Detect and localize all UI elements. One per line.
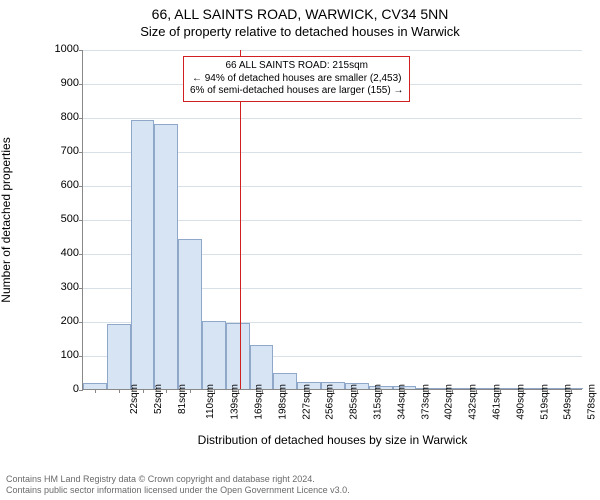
ytick-label: 300: [49, 281, 79, 293]
xtick-mark: [214, 389, 215, 393]
ytick-label: 500: [49, 213, 79, 225]
xtick-mark: [95, 389, 96, 393]
footer-attribution: Contains HM Land Registry data © Crown c…: [6, 474, 350, 496]
annotation-line: ← 94% of detached houses are smaller (2,…: [190, 73, 403, 86]
xtick-mark: [357, 389, 358, 393]
histogram-bar: [226, 323, 250, 389]
xtick-mark: [143, 389, 144, 393]
histogram-bar: [178, 239, 202, 389]
xtick-mark: [476, 389, 477, 393]
xtick-mark: [523, 389, 524, 393]
ytick-mark: [79, 118, 83, 119]
xtick-label: 578sqm: [587, 384, 598, 420]
xtick-label: 198sqm: [277, 384, 288, 420]
ytick-label: 800: [49, 111, 79, 123]
chart: Number of detached properties Distributi…: [48, 50, 582, 430]
ytick-mark: [79, 390, 83, 391]
xtick-label: 519sqm: [539, 384, 550, 420]
xtick-mark: [166, 389, 167, 393]
y-axis-label: Number of detached properties: [0, 137, 13, 302]
ytick-label: 900: [49, 77, 79, 89]
xtick-mark: [262, 389, 263, 393]
xtick-label: 227sqm: [301, 384, 312, 420]
xtick-label: 402sqm: [444, 384, 455, 420]
ytick-label: 700: [49, 145, 79, 157]
ytick-mark: [79, 254, 83, 255]
x-axis-label: Distribution of detached houses by size …: [83, 433, 582, 447]
ytick-mark: [79, 356, 83, 357]
ytick-mark: [79, 220, 83, 221]
ytick-label: 1000: [49, 43, 79, 55]
xtick-mark: [404, 389, 405, 393]
histogram-bar: [107, 324, 131, 389]
footer-line-1: Contains HM Land Registry data © Crown c…: [6, 474, 350, 485]
ytick-label: 0: [49, 383, 79, 395]
ytick-mark: [79, 152, 83, 153]
chart-title-sub: Size of property relative to detached ho…: [8, 24, 592, 39]
xtick-mark: [381, 389, 382, 393]
plot-area: Distribution of detached houses by size …: [82, 50, 582, 390]
xtick-label: 432sqm: [468, 384, 479, 420]
xtick-mark: [190, 389, 191, 393]
ytick-mark: [79, 322, 83, 323]
xtick-label: 169sqm: [254, 384, 265, 420]
histogram-bar: [131, 120, 155, 389]
xtick-label: 52sqm: [153, 384, 164, 414]
xtick-mark: [547, 389, 548, 393]
xtick-mark: [571, 389, 572, 393]
xtick-label: 256sqm: [325, 384, 336, 420]
xtick-mark: [500, 389, 501, 393]
xtick-label: 344sqm: [396, 384, 407, 420]
ytick-label: 100: [49, 349, 79, 361]
xtick-label: 22sqm: [129, 384, 140, 414]
xtick-mark: [285, 389, 286, 393]
xtick-label: 490sqm: [515, 384, 526, 420]
histogram-bar: [250, 345, 274, 389]
xtick-label: 461sqm: [492, 384, 503, 420]
ytick-mark: [79, 288, 83, 289]
annotation-box: 66 ALL SAINTS ROAD: 215sqm← 94% of detac…: [183, 56, 410, 102]
xtick-label: 315sqm: [373, 384, 384, 420]
ytick-mark: [79, 186, 83, 187]
footer-line-2: Contains public sector information licen…: [6, 485, 350, 496]
chart-title-block: 66, ALL SAINTS ROAD, WARWICK, CV34 5NN S…: [0, 0, 600, 41]
xtick-label: 81sqm: [177, 384, 188, 414]
gridline: [83, 50, 582, 51]
xtick-mark: [309, 389, 310, 393]
ytick-label: 400: [49, 247, 79, 259]
xtick-label: 373sqm: [420, 384, 431, 420]
annotation-line: 6% of semi-detached houses are larger (1…: [190, 85, 403, 98]
xtick-mark: [333, 389, 334, 393]
xtick-label: 139sqm: [230, 384, 241, 420]
xtick-mark: [238, 389, 239, 393]
xtick-label: 549sqm: [563, 384, 574, 420]
ytick-mark: [79, 50, 83, 51]
xtick-label: 285sqm: [349, 384, 360, 420]
chart-title-main: 66, ALL SAINTS ROAD, WARWICK, CV34 5NN: [8, 6, 592, 22]
ytick-label: 200: [49, 315, 79, 327]
ytick-label: 600: [49, 179, 79, 191]
xtick-mark: [119, 389, 120, 393]
ytick-mark: [79, 84, 83, 85]
annotation-line: 66 ALL SAINTS ROAD: 215sqm: [190, 60, 403, 73]
histogram-bar: [202, 321, 226, 389]
xtick-mark: [452, 389, 453, 393]
histogram-bar: [154, 124, 178, 389]
gridline: [83, 118, 582, 119]
xtick-mark: [428, 389, 429, 393]
